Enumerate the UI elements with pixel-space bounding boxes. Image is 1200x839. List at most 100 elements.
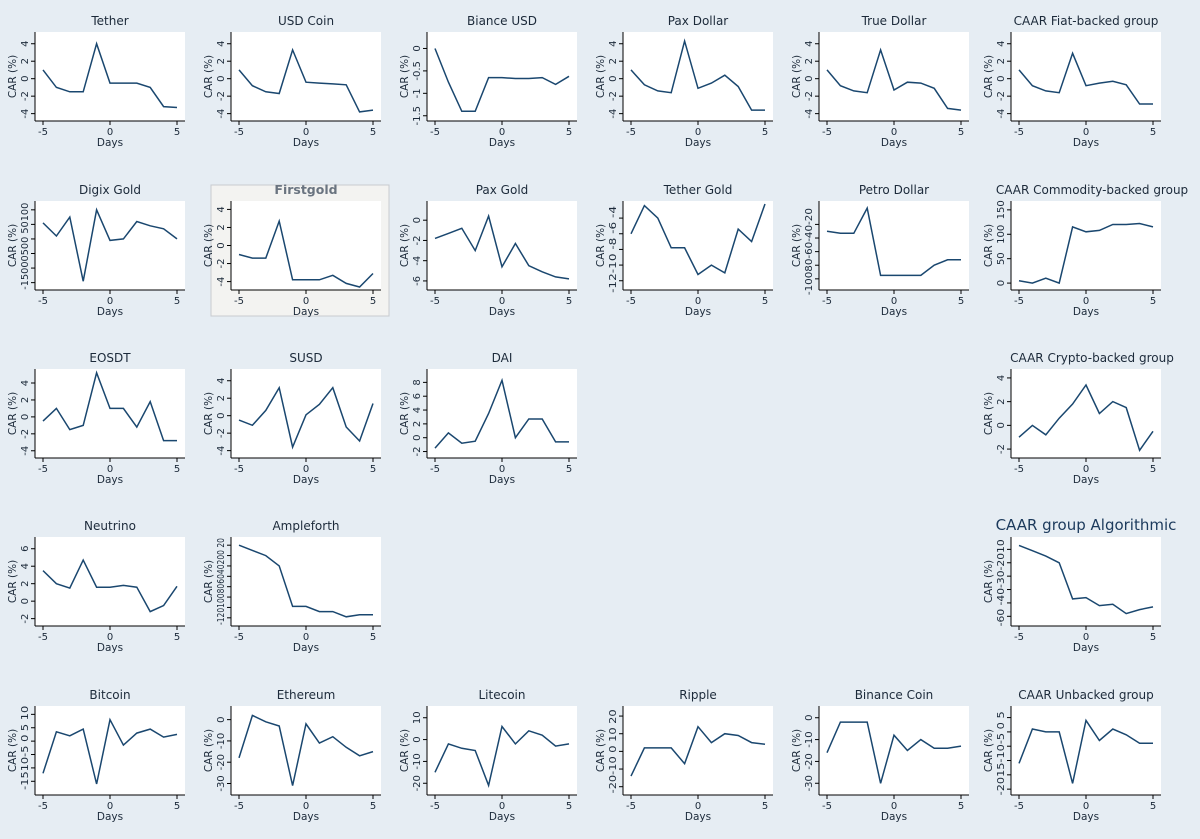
y-axis-title: CAR (%) [983,55,995,98]
y-tick-label: -4 [804,109,815,119]
chart-title: Petro Dollar [859,183,929,197]
chart-title: Digix Gold [79,183,141,197]
x-tick-label: 0 [499,801,505,812]
panel-susd: -5 0 5 -4 -2 0 2 4 CAR (%) Days SUSD [203,351,381,486]
x-tick-label: 5 [174,801,180,812]
chart-title: Ampleforth [272,519,339,533]
x-tick-label: -5 [430,296,440,307]
x-tick-label: 5 [1150,296,1156,307]
y-tick-label: 0 [216,242,227,248]
series-line [1018,718,1153,784]
series-line [434,377,569,449]
x-tick-label: 0 [107,296,113,307]
plot-area [819,706,969,795]
x-tick-label: 0 [107,801,113,812]
x-tick-label: 5 [174,464,180,475]
x-tick-label: -5 [822,296,832,307]
x-tick-label: 0 [891,296,897,307]
chart-title: CAAR Crypto-backed group [1010,351,1174,365]
y-axis-title: CAR (%) [983,560,995,603]
chart-title: Bitcoin [89,688,130,702]
y-tick-label: -4 [216,277,227,287]
x-axis-title: Days [293,811,319,823]
x-tick-label: 0 [1083,464,1089,475]
y-tick-label: 4 [216,206,227,212]
y-tick-label: -2 [20,91,31,101]
x-tick-label: 5 [1150,632,1156,643]
plot-area [1011,32,1161,121]
panel-firstgold: -5 0 5 -4 -2 0 2 4 CAR (%) Days Firstgold [203,182,390,318]
y-tick-label: 4 [996,41,1007,47]
panel-ethereum: -5 0 5 -30 -20 -10 0 CAR (%) Days Ethereum [203,688,381,823]
x-tick-label: 5 [370,632,376,643]
y-tick-label: -4 [216,109,227,119]
x-tick-label: 5 [370,127,376,138]
plot-area [35,369,185,458]
y-axis-title: CAR (%) [399,392,411,435]
x-tick-label: -5 [234,632,244,643]
series-line [434,213,570,280]
y-tick-label: 6 [20,546,31,552]
x-tick-label: 5 [174,127,180,138]
y-tick-label: 2 [20,58,31,64]
y-tick-labels: -12-10 -8 -6 -4 [608,206,619,293]
series-line [1018,51,1153,105]
plot-area [231,201,381,290]
chart-title: Pax Gold [476,183,529,197]
y-tick-label: -4 [608,109,619,119]
y-tick-label: -0.5 [412,61,423,81]
y-tick-label: 2 [412,421,423,427]
y-tick-label: 0 [412,45,423,51]
x-tick-label: 0 [695,127,701,138]
chart-title: CAAR group Algorithmic [996,516,1177,534]
chart-title: Biance USD [467,14,537,28]
y-tick-label: 100 [996,225,1007,244]
panel-neutrino: -5 0 5 -2 0 2 4 6 CAR (%) Days Neutrino [7,519,185,654]
y-tick-label: 0 [20,598,31,604]
x-tick-label: 0 [303,296,309,307]
y-axis-title: CAR (%) [203,55,215,98]
y-tick-label: 4 [20,380,31,386]
x-tick-label: -5 [430,464,440,475]
x-axis-title: Days [97,642,123,654]
plot-area [427,369,577,458]
chart-title: USD Coin [278,14,334,28]
plot-area [231,369,381,458]
x-axis-title: Days [293,474,319,486]
x-tick-label: 5 [566,127,572,138]
x-tick-label: -5 [38,296,48,307]
chart-title: Ethereum [277,688,336,702]
x-tick-label: 0 [1083,801,1089,812]
y-tick-label: 0 [996,280,1007,286]
x-tick-label: 5 [370,296,376,307]
x-axis-title: Days [489,474,515,486]
x-axis-title: Days [489,811,515,823]
y-axis-title: CAR (%) [791,55,803,98]
y-tick-label: 0 [996,422,1007,428]
panel-binance-coin: -5 0 5 -30 -20 -10 0 CAR (%) Days Binance Coin [791,688,969,823]
series-line [238,218,374,288]
chart-title: CAAR Fiat-backed group [1014,14,1159,28]
chart-title: CAAR Commodity-backed group [996,183,1188,197]
x-axis-title: Days [1073,811,1099,823]
y-axis-title: CAR (%) [399,55,411,98]
y-tick-label: -2 [216,259,227,269]
chart-title: Litecoin [479,688,526,702]
x-axis-title: Days [489,137,515,149]
y-axis-title: CAR (%) [203,224,215,267]
y-tick-label: 50 [996,252,1007,265]
y-tick-label: 4 [608,41,619,47]
x-tick-label: -5 [234,464,244,475]
x-tick-label: -5 [234,127,244,138]
y-tick-label: 0 [608,75,619,81]
y-tick-label: 0 [216,75,227,81]
y-tick-label: -4 [216,446,227,456]
x-axis-title: Days [685,137,711,149]
series-line [238,714,374,786]
